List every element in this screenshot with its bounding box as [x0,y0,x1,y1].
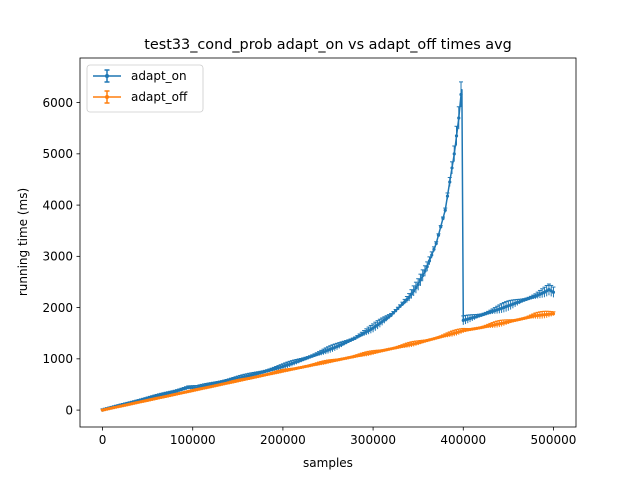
legend-label-adapt_off: adapt_off [131,90,188,104]
legend-entry-adapt_off: adapt_off [93,90,188,104]
y-tick-label: 5000 [42,147,73,161]
series-adapt_off [100,310,556,412]
y-tick-label: 3000 [42,250,73,264]
plot-area [100,81,556,412]
legend-marker-adapt_on [105,74,109,78]
y-tick-label: 0 [65,403,73,417]
legend-label-adapt_on: adapt_on [131,69,187,83]
legend-marker-adapt_off [105,95,109,99]
x-tick-label: 0 [99,433,107,447]
x-tick-label: 500000 [531,433,577,447]
y-tick-label: 4000 [42,198,73,212]
x-tick-label: 200000 [260,433,306,447]
x-tick-label: 400000 [440,433,486,447]
series-line-adapt_off [102,312,554,411]
x-tick-label: 300000 [350,433,396,447]
axes-frame [79,57,577,428]
series-adapt_on [100,81,556,412]
chart-title: test33_cond_prob adapt_on vs adapt_off t… [144,37,511,53]
y-tick-label: 6000 [42,96,73,110]
series-line-adapt_on [102,89,554,411]
y-axis: 0 1000 2000 3000 4000 5000 6000 [42,96,80,417]
legend-entry-adapt_on: adapt_on [93,69,187,83]
y-tick-label: 1000 [42,352,73,366]
y-axis-label: running time (ms) [16,188,30,296]
legend: adapt_on adapt_off [86,64,204,113]
x-axis-label: samples [303,456,353,470]
y-tick-label: 2000 [42,301,73,315]
x-axis: 0 100000 200000 300000 400000 500000 [99,427,577,447]
x-tick-label: 100000 [170,433,216,447]
